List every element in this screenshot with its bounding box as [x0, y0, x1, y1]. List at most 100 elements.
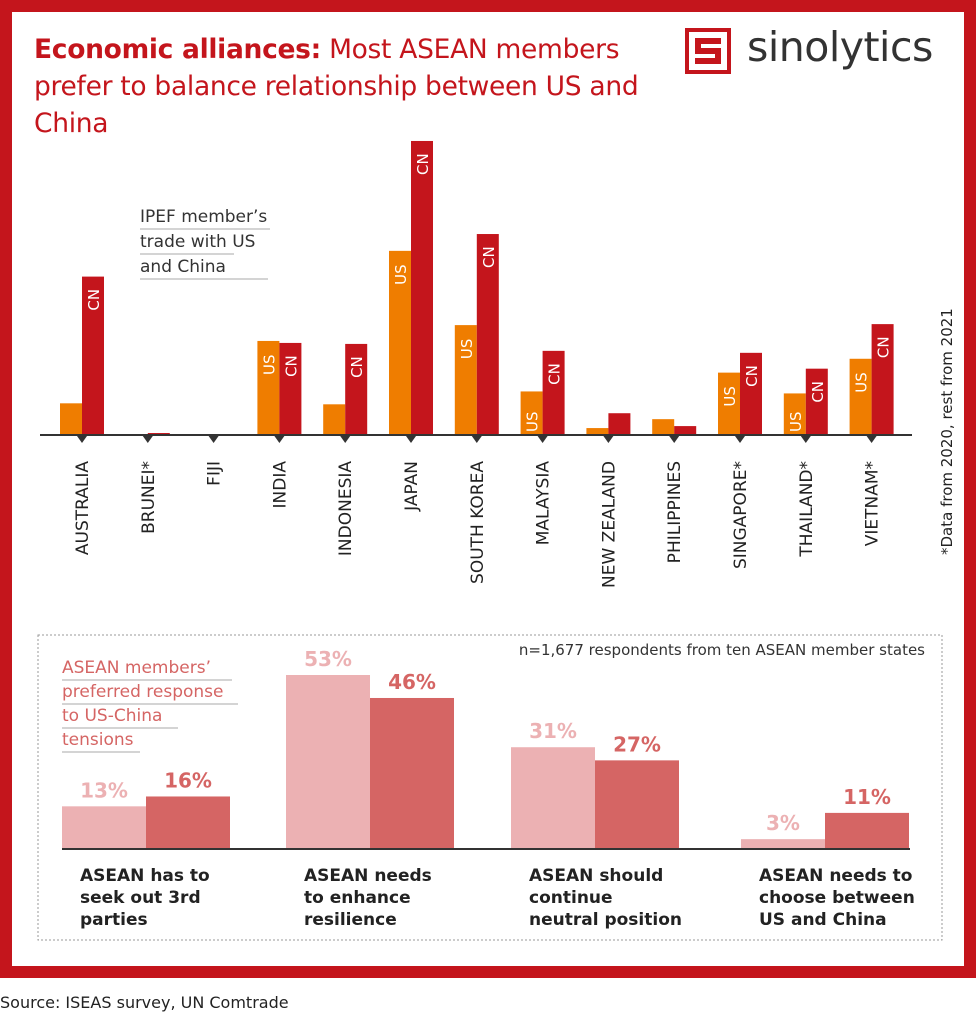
title-bold: Economic alliances:	[34, 34, 321, 65]
survey-bar-dark-3	[595, 760, 679, 849]
bar-label-cn: CN	[414, 153, 432, 175]
bar-label-us: US	[524, 411, 542, 432]
bar-us-india	[257, 340, 280, 435]
survey-value-label: 53%	[304, 647, 352, 671]
bar-us-indonesia	[323, 404, 346, 435]
trade-chart-title-line-1: IPEF member’s	[140, 207, 267, 227]
tick-marker	[735, 436, 745, 443]
tick-marker	[274, 436, 285, 443]
survey-value-label: 46%	[388, 670, 436, 694]
bar-us-philippines	[652, 419, 675, 435]
category-label: MALAYSIA	[534, 461, 554, 546]
bar-label-us: US	[787, 411, 805, 432]
tick-marker	[340, 436, 351, 443]
bar-us-australia	[60, 403, 82, 435]
bar-cn-australia	[82, 276, 104, 435]
bar-cn-indonesia	[345, 343, 368, 435]
survey-category-label: parties	[80, 910, 148, 930]
survey-category-label: ASEAN should	[529, 866, 663, 886]
survey-category-label: neutral position	[529, 910, 682, 930]
survey-bar-dark-1	[146, 796, 230, 849]
trade-chart-category-labels: AUSTRALIA BRUNEI* FIJI INDIA INDONESIA JAPAN S…	[73, 436, 883, 588]
survey-note: n=1,677 respondents from ten ASEAN membe…	[519, 641, 925, 659]
title-rest: Most ASEAN members prefer to balance rel…	[34, 34, 639, 139]
survey-category-label: choose between	[759, 888, 915, 908]
survey-bar-light-4	[741, 839, 825, 849]
category-label: INDIA	[270, 461, 290, 509]
survey-value-label: 16%	[164, 768, 212, 792]
category-label: NEW ZEALAND	[599, 461, 619, 588]
bar-us-south-korea	[454, 325, 477, 435]
trade-chart-title: IPEF member’s trade with US and China	[140, 207, 270, 280]
tick-marker	[77, 436, 87, 443]
bar-us-thailand-	[783, 393, 806, 435]
tick-marker	[669, 436, 680, 443]
survey-value-label: 27%	[613, 732, 661, 756]
tick-marker	[406, 436, 416, 443]
survey-bar-light-1	[62, 806, 146, 849]
category-label: JAPAN	[402, 461, 422, 512]
survey-category-label: ASEAN needs to	[759, 866, 913, 886]
category-label: INDONESIA	[336, 461, 356, 556]
bar-label-us: US	[260, 354, 278, 375]
bar-us-singapore-	[718, 372, 740, 435]
page-title: Economic alliances: Most ASEAN members p…	[34, 31, 654, 142]
bar-cn-singapore-	[740, 352, 762, 435]
bar-label-us: US	[721, 386, 739, 407]
survey-category-label: seek out 3rd	[80, 888, 201, 908]
category-label: AUSTRALIA	[73, 461, 93, 555]
survey-title-line-2: preferred response	[62, 682, 223, 702]
bar-label-cn: CN	[743, 365, 761, 387]
tick-marker	[866, 436, 877, 443]
footnote: *Data from 2020, rest from 2021	[938, 308, 956, 555]
category-label: FIJI	[205, 461, 225, 486]
survey-category-label: ASEAN needs	[304, 866, 432, 886]
tick-marker	[142, 436, 153, 443]
bar-cn-malaysia	[542, 350, 565, 435]
tick-marker	[537, 436, 548, 443]
bar-label-cn: CN	[282, 355, 300, 377]
category-label: SOUTH KOREA	[468, 461, 488, 584]
category-label: PHILIPPINES	[665, 461, 685, 563]
bar-label-cn: CN	[546, 363, 564, 385]
bar-us-malaysia	[520, 391, 543, 435]
survey-category-label: resilience	[304, 910, 397, 930]
survey-bar-light-3	[511, 747, 595, 849]
bar-cn-new-zealand	[608, 413, 631, 435]
bar-us-japan	[389, 250, 411, 435]
category-label: SINGAPORE*	[731, 461, 751, 569]
bar-cn-philippines	[674, 426, 697, 435]
bar-label-us: US	[392, 264, 410, 285]
survey-value-label: 11%	[843, 785, 891, 809]
survey-box	[37, 634, 943, 941]
survey-category-label: continue	[529, 888, 613, 908]
survey-chart-bars: 13% 16% 53% 46% 31% 27% 3% 11%	[62, 647, 909, 849]
survey-chart-title: ASEAN members’ preferred response to US-…	[62, 658, 238, 753]
bar-label-us: US	[853, 372, 871, 393]
category-label: BRUNEI*	[139, 461, 159, 534]
survey-title-line-3: to US-China	[62, 706, 162, 726]
logo-text: sinolytics	[747, 23, 933, 71]
bar-cn-vietnam-	[871, 324, 894, 435]
survey-value-label: 13%	[80, 778, 128, 802]
tick-marker	[603, 436, 614, 443]
source-note: Source: ISEAS survey, UN Comtrade	[0, 993, 289, 1012]
bar-cn-south-korea	[476, 234, 499, 435]
bar-label-cn: CN	[875, 336, 893, 358]
tick-marker	[208, 436, 219, 443]
trade-chart-title-line-3: and China	[140, 257, 226, 277]
logo-icon	[685, 28, 731, 74]
survey-category-label: to enhance	[304, 888, 411, 908]
brand-logo: sinolytics	[685, 23, 955, 80]
survey-value-label: 3%	[766, 811, 800, 835]
tick-marker	[471, 436, 482, 443]
survey-bar-dark-2	[370, 697, 454, 849]
bar-label-cn: CN	[809, 381, 827, 403]
bar-label-cn: CN	[480, 246, 498, 268]
bar-us-vietnam-	[849, 358, 872, 435]
category-label: THAILAND*	[797, 461, 817, 558]
charts-canvas: IPEF member’s trade with US and China CN…	[37, 140, 943, 941]
category-label: VIETNAM*	[863, 461, 883, 546]
